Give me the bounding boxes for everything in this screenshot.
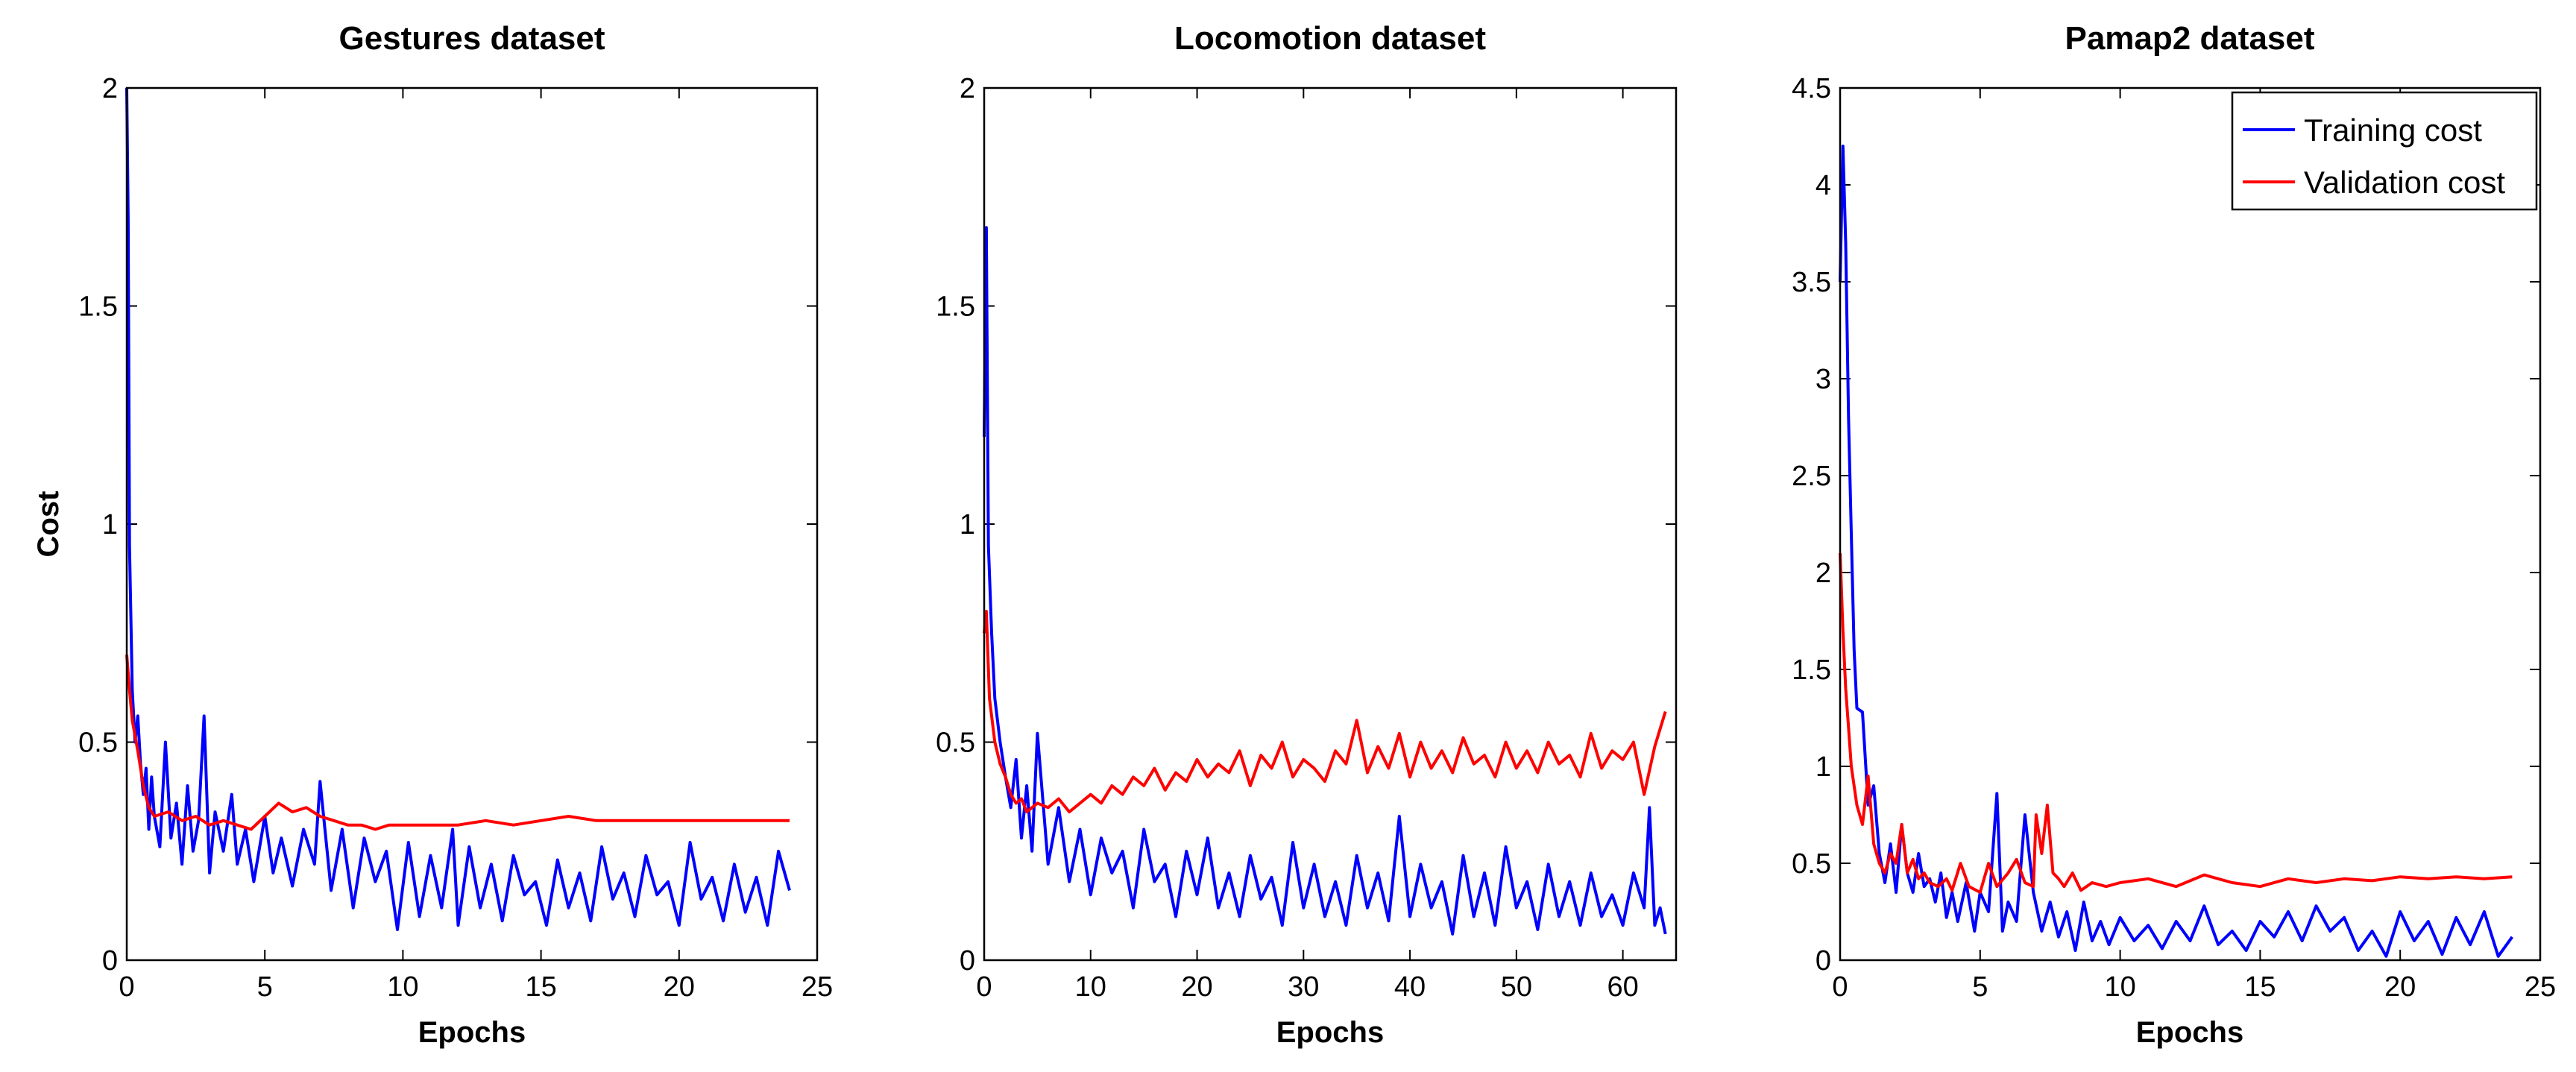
locomotion-xtick-label: 30 bbox=[1288, 971, 1319, 1003]
plot-gestures-title: Gestures dataset bbox=[338, 20, 605, 57]
plot-gestures-background bbox=[127, 88, 817, 960]
plot-pamap2-background bbox=[1840, 88, 2540, 960]
pamap2-xtick-label: 0 bbox=[1832, 971, 1848, 1003]
gestures-xtick-label: 10 bbox=[387, 971, 418, 1003]
legend: Training cost Validation cost bbox=[2231, 91, 2538, 211]
plot-gestures-frame bbox=[125, 86, 819, 962]
plot-pamap2-xlabel: Epochs bbox=[2136, 1016, 2243, 1049]
gestures-ytick-label: 1.5 bbox=[78, 291, 118, 323]
plot-locomotion-title: Locomotion dataset bbox=[1174, 20, 1486, 57]
locomotion-xtick-label: 50 bbox=[1501, 971, 1532, 1003]
pamap2-xtick-label: 10 bbox=[2104, 971, 2135, 1003]
locomotion-xtick-label: 20 bbox=[1181, 971, 1212, 1003]
gestures-xtick-label: 15 bbox=[525, 971, 556, 1003]
plot-gestures: 0 5 10 15 20 25 0 0.5 1 1.5 2 Gestures dataset Epo… bbox=[32, 20, 833, 1049]
plot-pamap2-series bbox=[1839, 145, 2514, 958]
gestures-xtick-label: 0 bbox=[119, 971, 134, 1003]
plot-gestures-series bbox=[125, 87, 791, 931]
pamap2-ytick-label: 1 bbox=[1816, 751, 1831, 783]
plot-locomotion-background bbox=[984, 88, 1676, 960]
pamap2-validation-line bbox=[1839, 552, 2513, 894]
plot-locomotion-frame bbox=[983, 86, 1678, 962]
plot-locomotion-series bbox=[983, 226, 1667, 936]
gestures-xtick-label: 25 bbox=[802, 971, 833, 1003]
plot-pamap2: 0 5 10 15 20 25 0 0.5 1 1.5 2 2.5 3 3.5 4 4.5 Pamap2 da… bbox=[1792, 20, 2556, 1049]
locomotion-ytick-label: 1 bbox=[960, 509, 975, 540]
locomotion-ytick-label: 2 bbox=[960, 73, 975, 104]
locomotion-ytick-label: 0 bbox=[960, 945, 975, 977]
locomotion-xtick-label: 40 bbox=[1394, 971, 1426, 1003]
legend-label-validation: Validation cost bbox=[2304, 165, 2505, 200]
plot-gestures-ylabel: Cost bbox=[32, 491, 65, 558]
gestures-xtick-label: 20 bbox=[664, 971, 695, 1003]
locomotion-xtick-label: 60 bbox=[1607, 971, 1638, 1003]
plot-pamap2-frame bbox=[1839, 86, 2542, 962]
gestures-ytick-label: 0.5 bbox=[78, 728, 118, 759]
plot-locomotion: 0 10 20 30 40 50 60 0 0.5 1 1.5 2 Locomotion datase… bbox=[936, 20, 1678, 1049]
pamap2-ytick-label: 0 bbox=[1816, 945, 1831, 977]
pamap2-ytick-label: 2.5 bbox=[1792, 461, 1831, 492]
legend-label-training: Training cost bbox=[2304, 113, 2482, 148]
locomotion-ytick-label: 0.5 bbox=[936, 728, 975, 759]
plot-locomotion-ticks: 0 10 20 30 40 50 60 0 0.5 1 1.5 2 bbox=[936, 73, 1676, 1003]
gestures-validation-line bbox=[125, 655, 790, 831]
pamap2-xtick-label: 25 bbox=[2525, 971, 2556, 1003]
pamap2-xtick-label: 5 bbox=[1972, 971, 1988, 1003]
pamap2-ytick-label: 2 bbox=[1816, 558, 1831, 589]
pamap2-ytick-label: 4.5 bbox=[1792, 73, 1831, 104]
gestures-xtick-label: 5 bbox=[257, 971, 273, 1003]
pamap2-ytick-label: 1.5 bbox=[1792, 655, 1831, 686]
pamap2-ytick-label: 0.5 bbox=[1792, 848, 1831, 880]
locomotion-training-line bbox=[983, 226, 1667, 936]
plot-locomotion-xlabel: Epochs bbox=[1276, 1016, 1384, 1049]
gestures-ytick-label: 0 bbox=[102, 945, 118, 977]
legend-box bbox=[2231, 91, 2538, 211]
pamap2-xtick-label: 20 bbox=[2384, 971, 2416, 1003]
locomotion-ytick-label: 1.5 bbox=[936, 291, 975, 323]
gestures-ytick-label: 1 bbox=[102, 509, 118, 540]
pamap2-ytick-label: 3 bbox=[1816, 364, 1831, 395]
locomotion-xtick-label: 0 bbox=[976, 971, 992, 1003]
plot-gestures-xlabel: Epochs bbox=[418, 1016, 526, 1049]
plot-pamap2-title: Pamap2 dataset bbox=[2065, 20, 2314, 57]
locomotion-validation-line bbox=[983, 610, 1667, 814]
pamap2-training-line bbox=[1839, 145, 2514, 958]
pamap2-xtick-label: 15 bbox=[2244, 971, 2276, 1003]
pamap2-ytick-label: 4 bbox=[1816, 170, 1831, 201]
gestures-ytick-label: 2 bbox=[102, 73, 118, 104]
gestures-training-line bbox=[125, 87, 791, 931]
pamap2-ytick-label: 3.5 bbox=[1792, 267, 1831, 298]
locomotion-xtick-label: 10 bbox=[1075, 971, 1106, 1003]
